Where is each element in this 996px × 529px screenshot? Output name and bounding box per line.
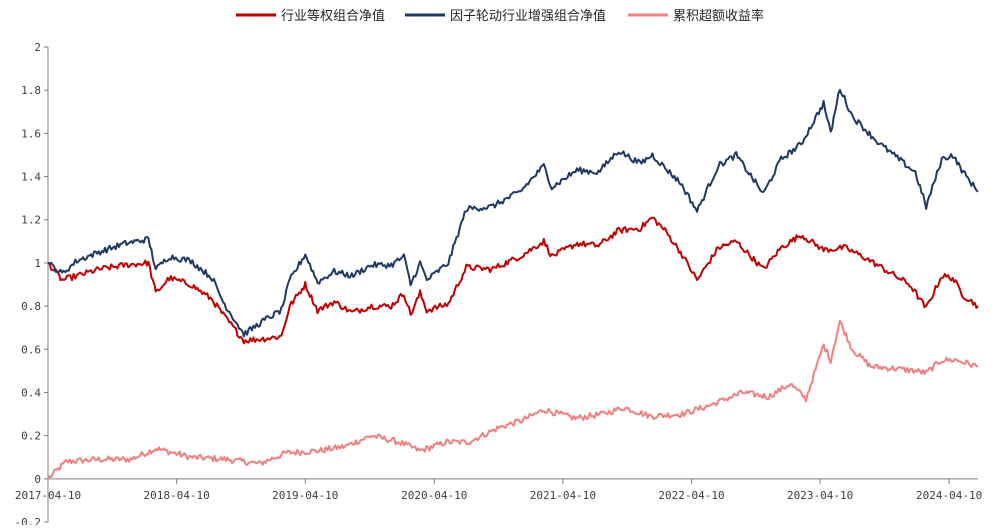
x-tick-label: 2019-04-10: [272, 489, 338, 502]
x-tick-label: 2024-04-10: [916, 489, 982, 502]
y-tick-label: 0.2: [21, 430, 41, 443]
y-tick-label: 0.6: [21, 343, 41, 356]
y-tick-label: 2: [34, 41, 41, 54]
axes: -0.2 0 0.2 0.4 0.6 0.8 1 1.2 1.4 1.6 1.8 2 2017-04-1…: [15, 41, 983, 529]
series-layer: [47, 88, 979, 480]
legend-label-1: 行业等权组合净值: [281, 8, 385, 24]
series-line-3: [47, 319, 979, 480]
legend-label-2: 因子轮动行业增强组合净值: [450, 8, 606, 24]
x-tick-label: 2020-04-10: [401, 489, 467, 502]
x-tick-label: 2018-04-10: [144, 489, 210, 502]
x-tick-label: 2022-04-10: [658, 489, 724, 502]
x-tick-label: 2021-04-10: [530, 489, 596, 502]
y-tick-label: -0.2: [15, 516, 42, 525]
legend: 行业等权组合净值 因子轮动行业增强组合净值 累积超额收益率: [236, 8, 764, 24]
y-tick-label: 1.8: [21, 84, 41, 97]
y-tick-label: 0: [34, 473, 41, 486]
x-tick-label: 2023-04-10: [787, 489, 853, 502]
y-tick-label: 1.4: [21, 171, 41, 184]
legend-label-3: 累积超额收益率: [673, 8, 764, 24]
x-tick-label: 2017-04-10: [15, 489, 81, 502]
y-tick-label: 1: [34, 257, 41, 270]
series-line-1: [47, 216, 979, 345]
series-line-2: [47, 88, 979, 338]
y-tick-label: 0.8: [21, 300, 41, 313]
y-tick-label: 1.6: [21, 127, 41, 140]
y-tick-label: 0.4: [21, 386, 41, 399]
y-tick-label: 1.2: [21, 214, 41, 227]
